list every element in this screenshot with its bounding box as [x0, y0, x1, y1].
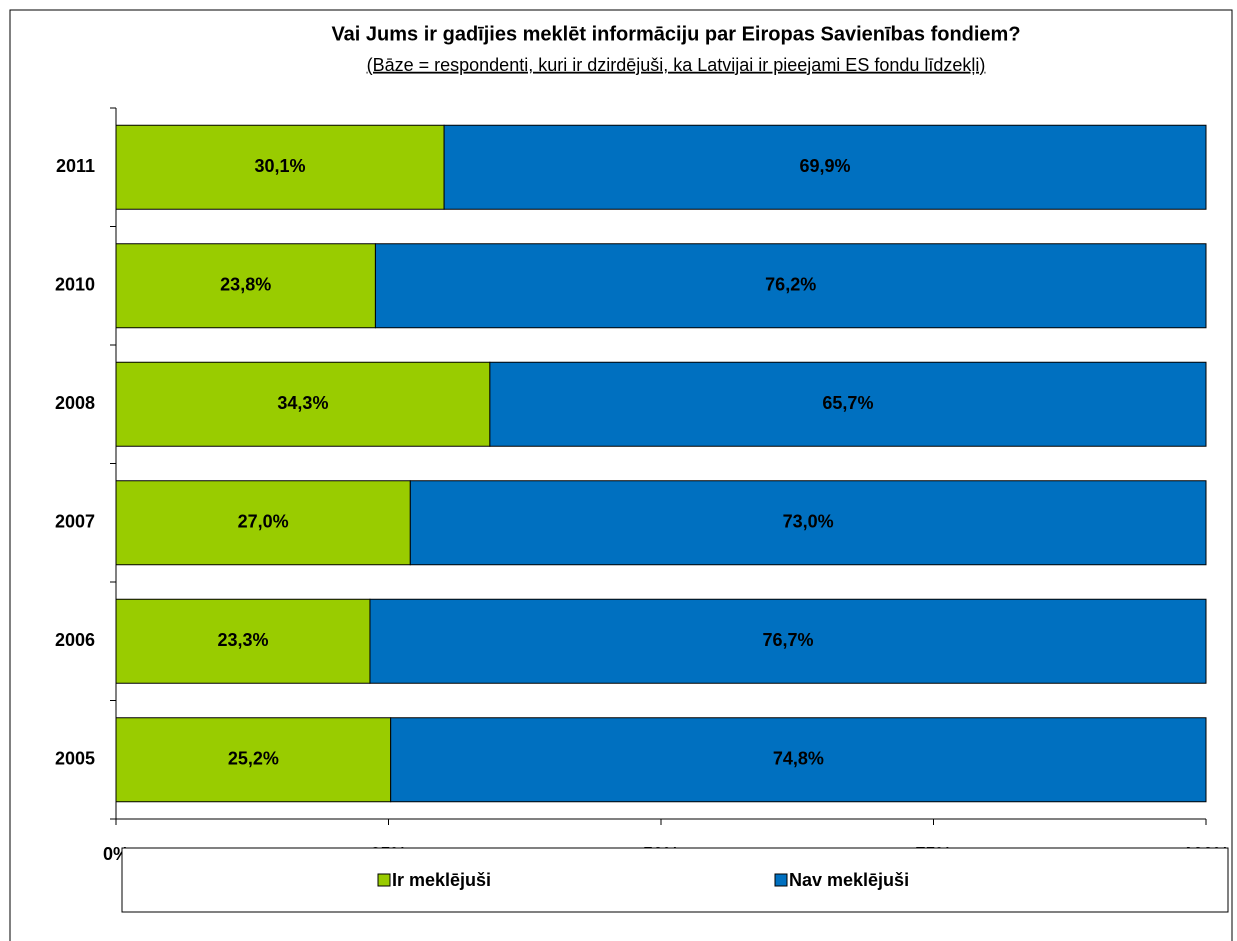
- bar-segment: [374, 243, 1207, 329]
- data-label: 27,0%: [238, 512, 289, 532]
- y-tick-label: 2007: [55, 512, 95, 532]
- y-tick-label: 2006: [55, 630, 95, 650]
- legend-label: Ir meklējuši: [392, 870, 491, 890]
- y-tick-label: 2008: [55, 393, 95, 413]
- y-tick-label: 2011: [56, 156, 95, 176]
- data-label: 74,8%: [773, 749, 824, 769]
- bar-segment: [115, 598, 371, 684]
- legend-box: [121, 847, 1229, 913]
- data-label: 23,3%: [217, 630, 268, 650]
- data-label: 23,8%: [220, 275, 271, 295]
- legend-swatch: [377, 873, 391, 887]
- bar-segment: [390, 717, 1207, 803]
- bar-segment: [409, 480, 1207, 566]
- y-tick-label: 2010: [55, 275, 95, 295]
- bar-segment: [369, 598, 1207, 684]
- data-label: 73,0%: [783, 512, 834, 532]
- bar-segment: [115, 124, 445, 210]
- y-tick-label: 2005: [55, 749, 95, 769]
- legend-label: Nav meklējuši: [789, 870, 909, 890]
- data-label: 69,9%: [800, 156, 851, 176]
- bar-segment: [443, 124, 1207, 210]
- data-label: 25,2%: [228, 749, 279, 769]
- legend-swatch: [774, 873, 788, 887]
- data-label: 76,2%: [765, 275, 816, 295]
- data-label: 30,1%: [255, 156, 306, 176]
- data-label: 76,7%: [762, 630, 813, 650]
- chart-subtitle: (Bāze = respondenti, kuri ir dzirdējuši,…: [367, 55, 986, 75]
- bar-segment: [489, 361, 1207, 447]
- data-label: 65,7%: [822, 393, 873, 413]
- bar-segment: [115, 243, 376, 329]
- chart-title: Vai Jums ir gadījies meklēt informāciju …: [331, 23, 1020, 45]
- data-label: 34,3%: [277, 393, 328, 413]
- bar-segment: [115, 480, 411, 566]
